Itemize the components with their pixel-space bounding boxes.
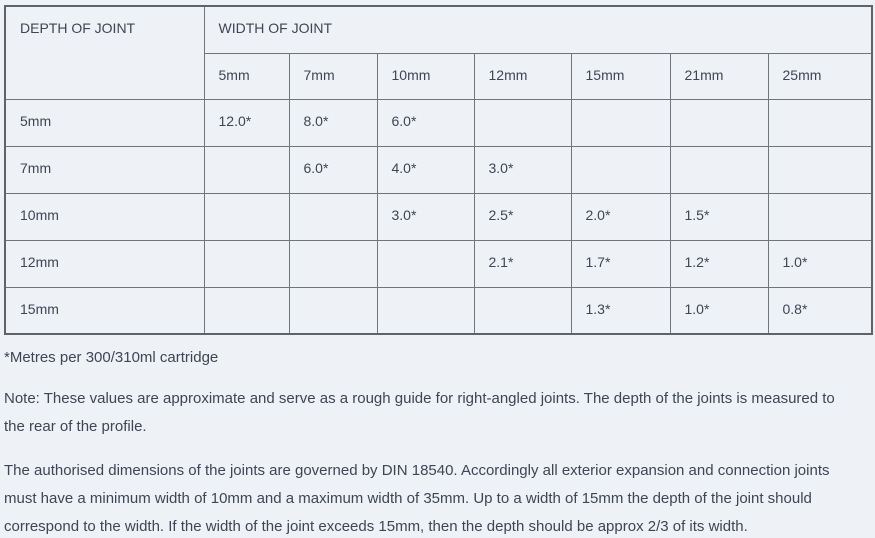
table-cell: 8.0*	[288, 98, 378, 147]
table-cell	[203, 286, 290, 335]
table-cell: 4.0*	[376, 145, 475, 194]
note-din-18540: The authorised dimensions of the joints …	[4, 462, 830, 535]
table-cell	[203, 239, 290, 288]
col-header-12mm: 12mm	[473, 52, 572, 100]
table-cell	[570, 145, 671, 194]
table-row-depth-5mm: 5mm 12.0* 8.0* 6.0*	[4, 98, 873, 147]
table-cell: 0.8*	[767, 286, 873, 335]
table-cell	[203, 145, 290, 194]
group-header-width-of-joint: WIDTH OF JOINT	[203, 5, 873, 54]
col-header-15mm: 15mm	[570, 52, 671, 100]
table-cell	[767, 192, 873, 241]
row-header-depth: 7mm	[4, 145, 205, 194]
table-cell	[288, 192, 378, 241]
note-approximate-values: Note: These values are approximate and s…	[4, 390, 835, 435]
table-cell: 1.7*	[570, 239, 671, 288]
table-cell: 3.0*	[376, 192, 475, 241]
table-cell	[288, 239, 378, 288]
table-row-depth-7mm: 7mm 6.0* 4.0* 3.0*	[4, 145, 873, 194]
table-cell	[376, 286, 475, 335]
table-cell	[376, 239, 475, 288]
table-cell	[473, 286, 572, 335]
table-cell: 2.0*	[570, 192, 671, 241]
row-header-depth: 10mm	[4, 192, 205, 241]
table-cell: 1.0*	[669, 286, 769, 335]
table-cell	[473, 98, 572, 147]
table-cell: 2.1*	[473, 239, 572, 288]
table-cell: 1.2*	[669, 239, 769, 288]
col-header-10mm: 10mm	[376, 52, 475, 100]
table-row-depth-10mm: 10mm 3.0* 2.5* 2.0* 1.5*	[4, 192, 873, 241]
corner-header-depth-of-joint: DEPTH OF JOINT	[4, 5, 205, 100]
table-row-depth-15mm: 15mm 1.3* 1.0* 0.8*	[4, 286, 873, 335]
joint-yield-table: DEPTH OF JOINT WIDTH OF JOINT 5mm 7mm 10…	[4, 5, 874, 335]
cartridge-footnote: *Metres per 300/310ml cartridge	[4, 349, 219, 366]
table-cell: 6.0*	[376, 98, 475, 147]
table-cell	[767, 98, 873, 147]
table-header-row-widths: 5mm 7mm 10mm 12mm 15mm 21mm 25mm	[5, 52, 873, 100]
table-row-depth-12mm: 12mm 2.1* 1.7* 1.2* 1.0*	[4, 239, 873, 288]
table-cell	[288, 286, 378, 335]
table-cell	[203, 192, 290, 241]
row-header-depth: 12mm	[4, 239, 205, 288]
table-cell: 6.0*	[288, 145, 378, 194]
table-cell: 12.0*	[203, 98, 290, 147]
col-header-25mm: 25mm	[767, 52, 873, 100]
col-header-5mm: 5mm	[203, 52, 290, 100]
table-header-row-group: DEPTH OF JOINT WIDTH OF JOINT	[4, 5, 873, 100]
table-cell	[669, 145, 769, 194]
row-header-depth: 5mm	[4, 98, 205, 147]
table-cell: 2.5*	[473, 192, 572, 241]
col-header-21mm: 21mm	[669, 52, 769, 100]
table-cell	[669, 98, 769, 147]
table-cell: 1.5*	[669, 192, 769, 241]
table-cell	[767, 145, 873, 194]
table-cell: 1.3*	[570, 286, 671, 335]
col-header-7mm: 7mm	[288, 52, 378, 100]
row-header-depth: 15mm	[4, 286, 205, 335]
table-cell: 1.0*	[767, 239, 873, 288]
table-cell	[570, 98, 671, 147]
table-cell: 3.0*	[473, 145, 572, 194]
